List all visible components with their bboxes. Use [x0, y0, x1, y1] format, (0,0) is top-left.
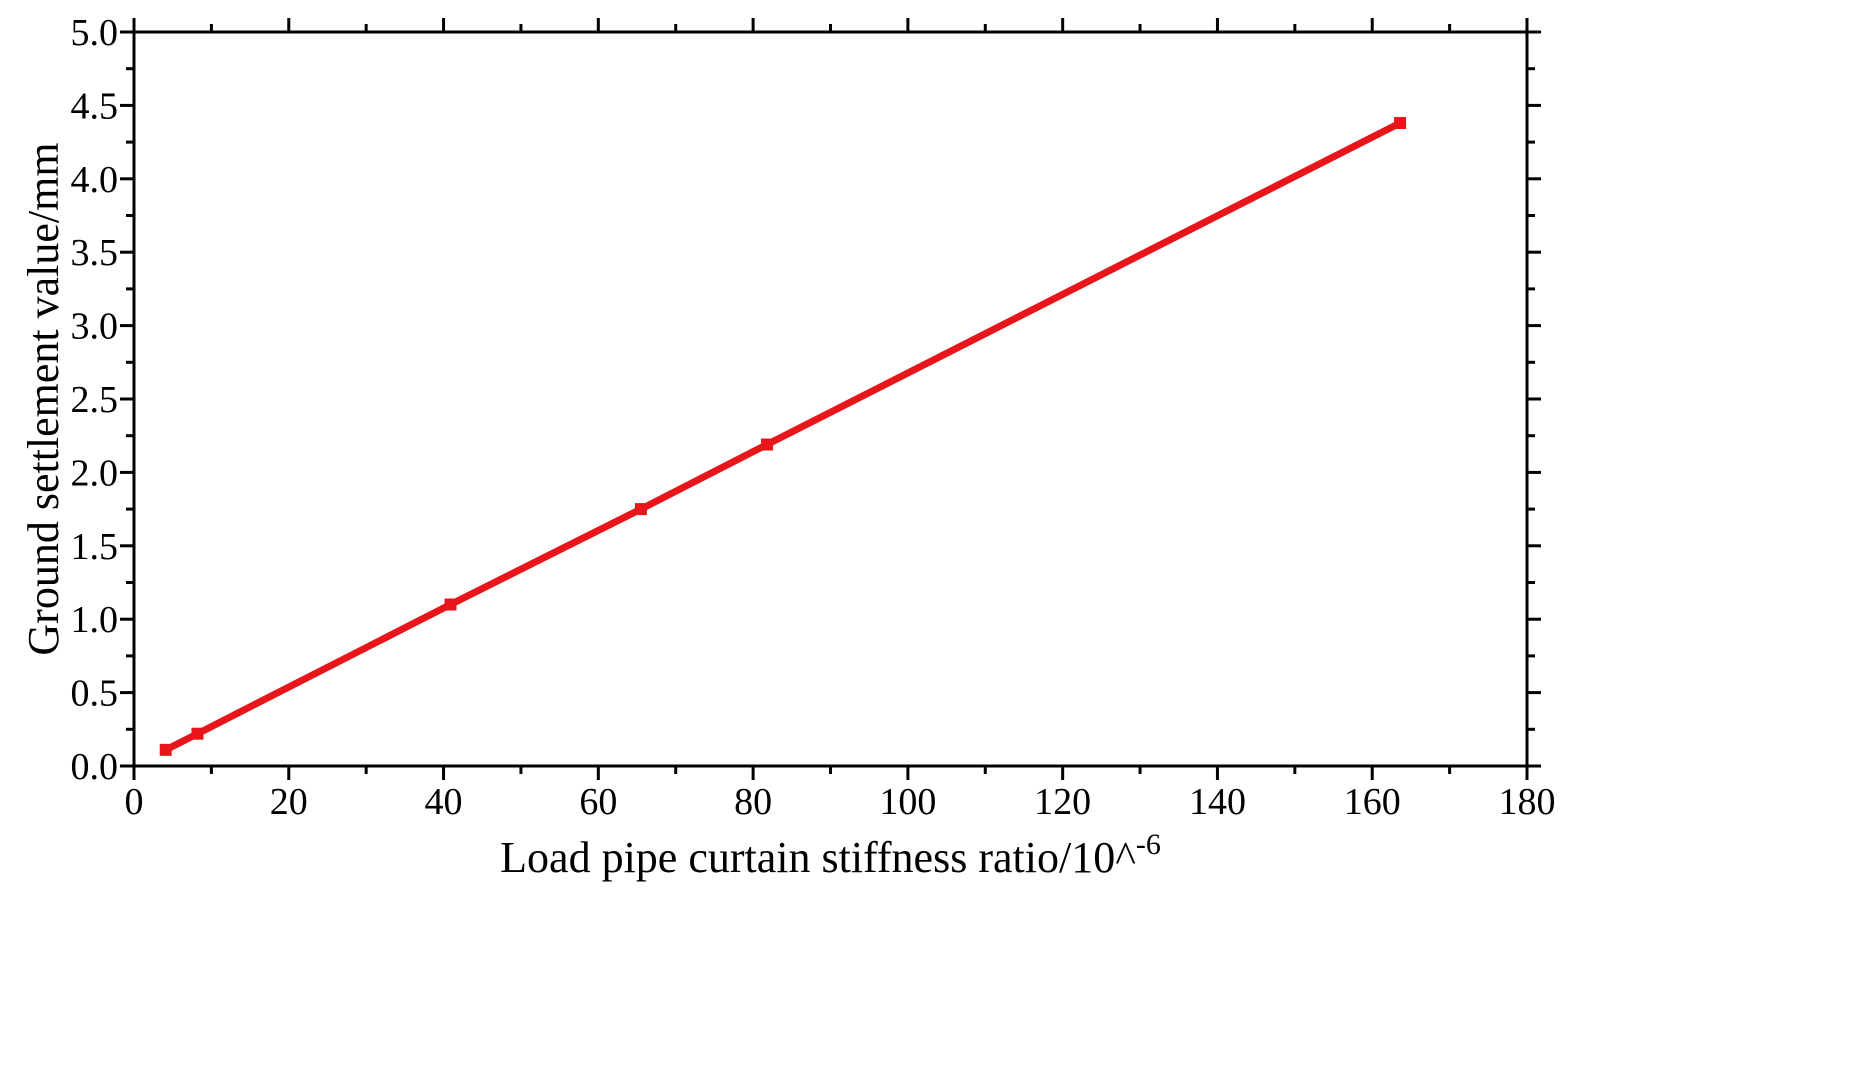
- y-tick-labels: 0.0 0.5 1.0 1.5 2.0 2.5 3.0 3.5 4.0 4.5 5.0: [71, 12, 119, 788]
- y-tick-label: 1.5: [71, 526, 119, 568]
- y-tick-label: 0.5: [71, 673, 119, 715]
- x-tick-label: 80: [734, 781, 772, 823]
- y-axis-title: Ground settlement value/mm: [19, 142, 68, 655]
- x-axis-title: Load pipe curtain stiffness ratio/10^-6: [500, 828, 1161, 882]
- data-point-marker: [191, 727, 204, 740]
- y-tick-label: 3.0: [71, 306, 119, 348]
- x-tick-label: 40: [425, 781, 463, 823]
- y-tick-label: 2.0: [71, 452, 119, 494]
- data-point-marker: [1394, 117, 1407, 130]
- x-axis-title-superscript: -6: [1136, 828, 1161, 861]
- data-point-marker: [159, 743, 172, 756]
- series-line: [164, 119, 1402, 753]
- y-tick-label: 3.5: [71, 232, 119, 274]
- y-tick-label: 4.0: [71, 159, 119, 201]
- x-tick-label: 0: [125, 781, 144, 823]
- x-tick-label: 140: [1189, 781, 1246, 823]
- y-tick-label: 4.5: [71, 85, 119, 127]
- y-tick-label: 5.0: [71, 12, 119, 54]
- plot-frame: [132, 30, 1529, 768]
- x-tick-label: 60: [579, 781, 617, 823]
- y-tick-label: 1.0: [71, 599, 119, 641]
- x-tick-label: 120: [1034, 781, 1091, 823]
- x-axis-title-text: Load pipe curtain stiffness ratio/10^: [500, 833, 1136, 882]
- y-tick-label: 2.5: [71, 379, 119, 421]
- x-tick-label: 180: [1499, 781, 1556, 823]
- y-tick-label: 0.0: [71, 746, 119, 788]
- data-point-marker: [634, 503, 647, 516]
- x-tick-label: 100: [879, 781, 936, 823]
- data-point-marker: [444, 598, 457, 611]
- x-tick-labels: 0 20 40 60 80 100 120 140 160 180: [125, 781, 1556, 823]
- x-tick-label: 20: [270, 781, 308, 823]
- series-layer: [159, 117, 1407, 756]
- x-tick-label: 160: [1344, 781, 1401, 823]
- data-point-marker: [761, 438, 774, 451]
